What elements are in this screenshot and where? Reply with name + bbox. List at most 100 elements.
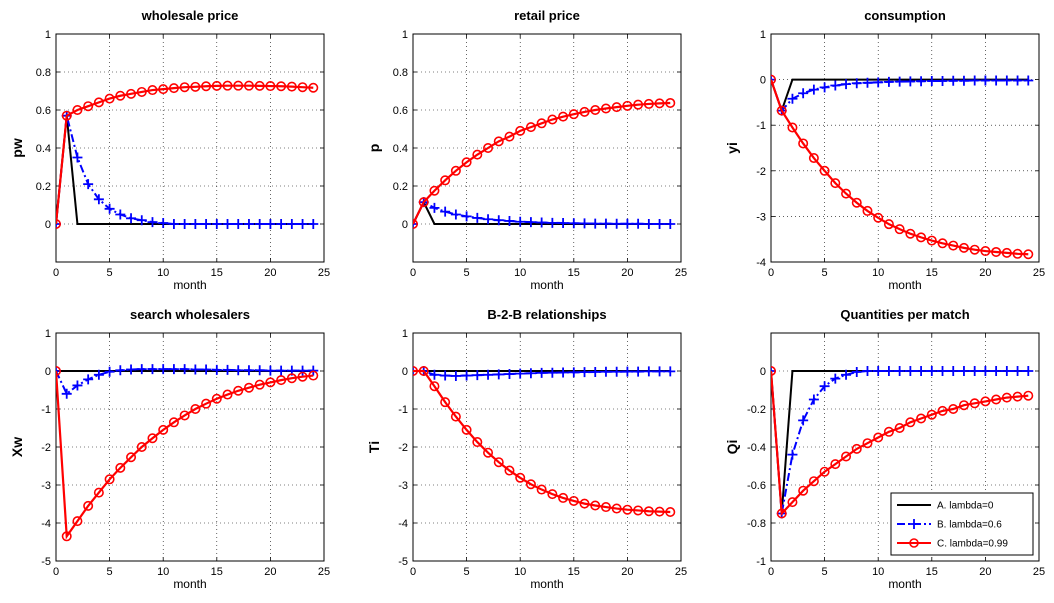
data-point-circle — [1012, 391, 1023, 402]
data-point-plus — [590, 218, 601, 229]
data-point-plus — [515, 368, 526, 379]
data-point-circle — [969, 398, 980, 409]
plot-area — [771, 34, 1039, 262]
y-tick-label: 0 — [760, 366, 766, 378]
data-point-plus — [190, 364, 201, 375]
data-point-plus — [147, 217, 158, 228]
data-point-plus — [926, 366, 937, 376]
data-point-circle — [819, 165, 830, 176]
data-point-plus — [461, 370, 472, 381]
data-point-plus — [905, 366, 916, 376]
data-point-circle — [830, 178, 841, 189]
data-point-plus — [115, 209, 126, 220]
data-point-plus — [297, 365, 308, 376]
data-point-plus — [643, 366, 654, 377]
data-point-circle — [297, 82, 308, 93]
data-point-circle — [873, 432, 884, 443]
y-tick-label: 1 — [402, 29, 408, 41]
data-point-plus — [948, 366, 959, 376]
x-tick-label: 15 — [926, 566, 938, 578]
data-point-plus — [440, 370, 451, 381]
data-point-plus — [948, 75, 959, 86]
data-point-plus — [276, 365, 287, 376]
data-point-circle — [429, 185, 440, 196]
y-axis-label: pw — [9, 138, 25, 158]
data-point-plus — [611, 366, 622, 377]
data-point-circle — [254, 80, 265, 91]
data-point-circle — [862, 438, 873, 449]
x-tick-label: 10 — [872, 267, 884, 279]
data-point-circle — [894, 224, 905, 235]
data-point-circle — [179, 82, 190, 93]
data-point-plus — [654, 219, 665, 229]
data-point-circle — [126, 88, 137, 99]
data-point-plus — [93, 369, 104, 380]
x-tick-label: 25 — [1033, 267, 1045, 279]
data-point-circle — [504, 465, 515, 476]
x-axis-label: month — [173, 577, 206, 591]
data-point-plus — [883, 366, 894, 376]
data-point-circle — [590, 500, 601, 511]
data-point-plus — [297, 219, 308, 229]
data-point-plus — [56, 219, 61, 229]
data-point-plus — [1012, 366, 1023, 376]
data-point-plus — [622, 218, 633, 229]
data-point-circle — [93, 97, 104, 108]
data-point-circle — [851, 197, 862, 208]
data-point-plus — [483, 369, 494, 380]
data-point-circle — [418, 365, 429, 376]
data-point-circle — [916, 413, 927, 424]
data-point-circle — [472, 149, 483, 160]
data-point-circle — [611, 102, 622, 113]
data-point-plus — [830, 373, 841, 384]
series-group — [56, 80, 319, 229]
data-point-circle — [158, 84, 169, 95]
data-point-circle — [643, 98, 654, 109]
x-tick-label: 15 — [211, 267, 223, 279]
data-point-circle — [568, 109, 579, 120]
data-point-circle — [798, 138, 809, 149]
data-point-circle — [265, 377, 276, 388]
x-tick-label: 25 — [675, 267, 687, 279]
data-point-plus — [126, 213, 137, 224]
data-point-circle — [819, 466, 830, 477]
data-point-circle — [536, 118, 547, 129]
data-point-circle — [126, 452, 137, 463]
x-tick-label: 15 — [211, 566, 223, 578]
data-point-circle — [547, 489, 558, 500]
data-point-circle — [536, 484, 547, 495]
data-point-plus — [558, 367, 569, 378]
data-point-plus — [862, 366, 873, 376]
data-point-plus — [654, 366, 665, 377]
data-point-circle — [808, 153, 819, 164]
y-tick-label: -2 — [756, 166, 766, 178]
y-tick-label: -4 — [756, 257, 766, 269]
data-point-plus — [1012, 75, 1023, 86]
data-point-circle — [926, 409, 937, 420]
data-point-plus — [771, 74, 776, 85]
data-point-plus — [873, 77, 884, 88]
x-tick-label: 25 — [318, 267, 330, 279]
x-tick-label: 20 — [264, 566, 276, 578]
data-point-plus — [136, 364, 147, 375]
data-point-circle — [980, 246, 991, 257]
data-point-circle — [980, 396, 991, 407]
series-group — [413, 365, 676, 517]
x-axis-label: month — [530, 577, 563, 591]
data-point-circle — [558, 111, 569, 122]
data-point-circle — [958, 242, 969, 253]
legend: A. lambda=0 B. lambda=0.6 C. lambda=0.99 — [890, 492, 1034, 556]
data-point-circle — [440, 175, 451, 186]
series-group — [771, 366, 1034, 519]
data-point-plus — [56, 366, 61, 376]
data-point-circle — [579, 498, 590, 509]
data-point-circle — [841, 451, 852, 462]
data-point-plus — [547, 217, 558, 228]
y-axis-label: yi — [724, 142, 740, 154]
data-point-plus — [633, 366, 644, 377]
data-point-plus — [536, 217, 547, 228]
data-point-plus — [536, 367, 547, 378]
x-tick-label: 25 — [318, 566, 330, 578]
y-tick-label: 1 — [760, 29, 766, 41]
